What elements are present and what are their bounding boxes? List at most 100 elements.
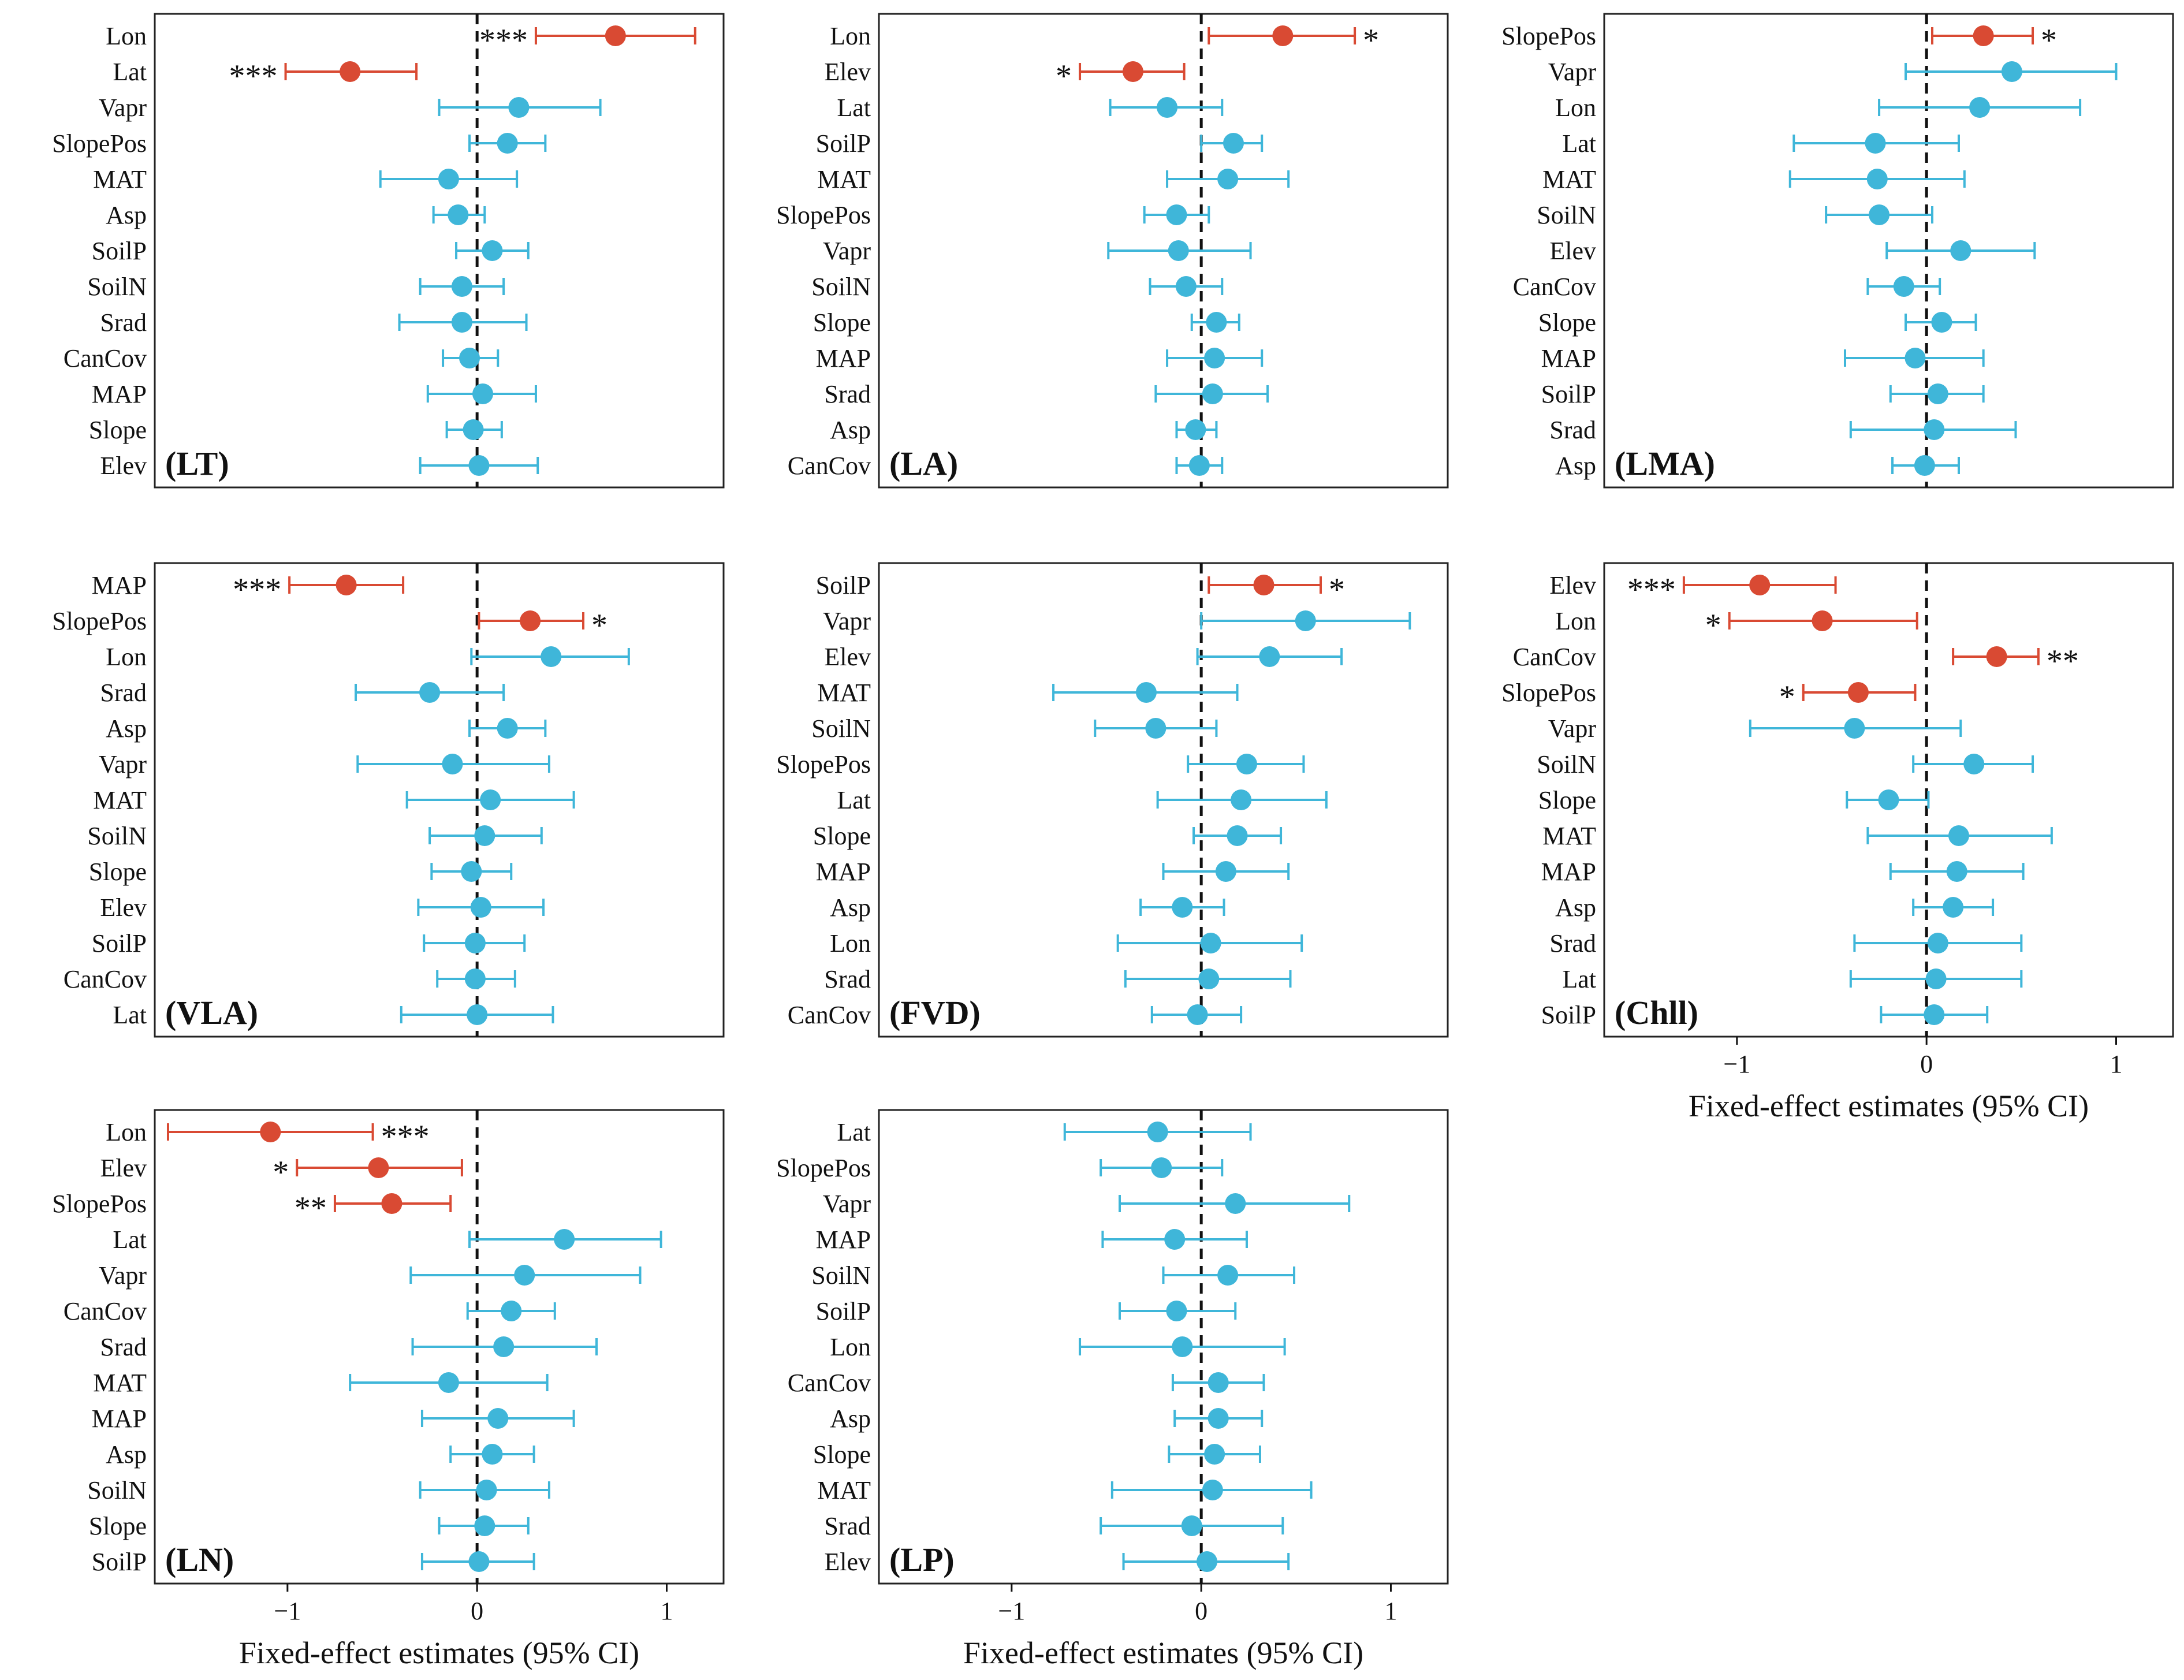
data-point-soilp-estimate xyxy=(1927,383,1948,404)
row-label-vapr: Vapr xyxy=(823,237,871,265)
row-label-soiln: SoilN xyxy=(87,822,147,850)
x-tick-label: −1 xyxy=(998,1597,1025,1625)
data-point-vapr-estimate xyxy=(514,1265,535,1286)
data-point-soiln-estimate xyxy=(1175,276,1197,297)
data-point-lon-estimate xyxy=(1812,610,1833,631)
row-label-cancov: CanCov xyxy=(64,965,147,993)
panel-title: (LT) xyxy=(165,445,229,482)
data-point-elev-estimate xyxy=(468,455,490,476)
data-point-map-estimate xyxy=(1905,348,1926,368)
row-label-lon: Lon xyxy=(830,22,871,50)
data-point-lon-estimate xyxy=(605,25,626,46)
panel-frame xyxy=(878,562,1449,1038)
row-label-asp: Asp xyxy=(830,893,871,922)
data-point-slopepos-significance-stars: ** xyxy=(295,1190,327,1226)
data-point-lon-estimate xyxy=(1969,97,1991,118)
data-point-cancov-estimate xyxy=(1893,276,1914,297)
panel-frame xyxy=(1603,562,2174,1038)
data-point-asp-estimate xyxy=(448,204,469,225)
panel-title: (Chll) xyxy=(1615,994,1698,1031)
row-label-slopepos: SlopePos xyxy=(52,1190,147,1218)
panel-title: (LMA) xyxy=(1615,445,1715,482)
x-tick-label: −1 xyxy=(274,1597,301,1625)
row-label-mat: MAT xyxy=(817,1476,871,1504)
row-label-vapr: Vapr xyxy=(99,750,147,778)
row-label-mat: MAT xyxy=(1542,822,1596,850)
data-point-map-estimate xyxy=(1946,861,1967,882)
data-point-asp-estimate xyxy=(1943,897,1964,918)
data-point-asp-estimate xyxy=(1914,455,1935,476)
data-point-asp-estimate xyxy=(497,718,518,739)
data-point-soilp-significance-stars: * xyxy=(1329,572,1345,608)
row-label-map: MAP xyxy=(816,344,871,372)
data-point-srad-estimate xyxy=(451,312,472,333)
data-point-lat-estimate xyxy=(1147,1122,1168,1142)
row-label-mat: MAT xyxy=(93,165,147,193)
row-label-soiln: SoilN xyxy=(87,273,147,301)
data-point-elev-estimate xyxy=(1122,61,1143,82)
data-point-cancov-significance-stars: ** xyxy=(2047,643,2079,679)
row-label-soiln: SoilN xyxy=(87,1476,147,1504)
row-label-soiln: SoilN xyxy=(811,1261,871,1290)
row-label-elev: Elev xyxy=(1549,571,1596,599)
row-label-srad: Srad xyxy=(1549,929,1596,958)
row-label-map: MAP xyxy=(816,858,871,886)
data-point-lon-significance-stars: *** xyxy=(381,1119,430,1154)
data-point-lon-estimate xyxy=(1272,25,1294,46)
data-point-elev-significance-stars: * xyxy=(273,1154,289,1190)
data-point-srad-estimate xyxy=(1181,1515,1202,1536)
panel-la: Lon * Elev * Lat SoilP MAT SlopePos Vapr SoilN Slo… xyxy=(776,13,1449,489)
data-point-slopepos-estimate xyxy=(1236,754,1257,774)
x-tick-label: 1 xyxy=(1385,1597,1397,1625)
data-point-slopepos-estimate xyxy=(1973,25,1994,46)
data-point-soilp-estimate xyxy=(468,1551,490,1572)
row-label-lat: Lat xyxy=(113,58,147,86)
data-point-mat-estimate xyxy=(438,169,459,189)
row-label-soilp: SoilP xyxy=(1541,380,1596,408)
row-label-vapr: Vapr xyxy=(99,1261,147,1290)
data-point-map-estimate xyxy=(472,383,494,404)
row-label-soiln: SoilN xyxy=(1537,201,1596,229)
data-point-srad-estimate xyxy=(493,1336,515,1357)
data-point-soiln-estimate xyxy=(1963,754,1985,774)
data-point-asp-estimate xyxy=(1172,897,1193,918)
x-tick-label: 1 xyxy=(2110,1050,2123,1078)
data-point-srad-estimate xyxy=(419,682,441,703)
panel-title: (LA) xyxy=(889,445,958,482)
panel-chll: Elev *** Lon * CanCov ** SlopePos * Vapr SoilN Slo… xyxy=(1501,562,2174,1123)
data-point-slopepos-estimate xyxy=(1847,682,1869,703)
data-point-slope-estimate xyxy=(1204,1444,1225,1465)
data-point-elev-estimate xyxy=(1749,575,1771,595)
data-point-cancov-estimate xyxy=(1207,1372,1229,1393)
panel-frame xyxy=(154,1109,725,1585)
row-label-elev: Elev xyxy=(100,452,147,480)
data-point-soiln-estimate xyxy=(1869,204,1890,225)
x-tick-label: 1 xyxy=(661,1597,673,1625)
data-point-map-significance-stars: *** xyxy=(233,572,281,608)
x-tick-label: 0 xyxy=(1920,1050,1933,1078)
row-label-srad: Srad xyxy=(100,1333,147,1361)
data-point-soilp-estimate xyxy=(464,933,486,953)
data-point-soilp-estimate xyxy=(482,240,503,261)
data-point-slope-estimate xyxy=(463,419,484,440)
panel-frame xyxy=(154,562,725,1038)
row-label-lon: Lon xyxy=(1555,607,1596,635)
data-point-cancov-estimate xyxy=(1188,455,1210,476)
data-point-srad-estimate xyxy=(1202,383,1223,404)
data-point-srad-estimate xyxy=(1198,968,1220,989)
data-point-asp-estimate xyxy=(482,1444,503,1465)
row-label-asp: Asp xyxy=(106,1440,147,1469)
row-label-soilp: SoilP xyxy=(816,1297,871,1325)
data-point-lat-estimate xyxy=(1157,97,1178,118)
row-label-slope: Slope xyxy=(89,416,147,444)
row-label-lat: Lat xyxy=(113,1001,147,1029)
row-label-cancov: CanCov xyxy=(788,1001,871,1029)
row-label-soilp: SoilP xyxy=(816,129,871,158)
x-tick-label: 0 xyxy=(1195,1597,1207,1625)
data-point-map-estimate xyxy=(1164,1229,1186,1250)
data-point-slopepos-estimate xyxy=(1151,1157,1172,1178)
data-point-vapr-estimate xyxy=(2001,61,2022,82)
data-point-elev-estimate xyxy=(368,1157,389,1178)
row-label-lon: Lon xyxy=(830,929,871,958)
data-point-vapr-estimate xyxy=(508,97,530,118)
